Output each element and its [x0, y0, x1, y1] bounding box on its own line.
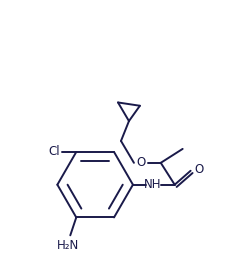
Text: O: O [194, 163, 203, 176]
Text: Cl: Cl [49, 145, 60, 159]
Text: NH: NH [144, 178, 162, 191]
Text: H₂N: H₂N [57, 239, 79, 252]
Text: O: O [136, 156, 145, 169]
